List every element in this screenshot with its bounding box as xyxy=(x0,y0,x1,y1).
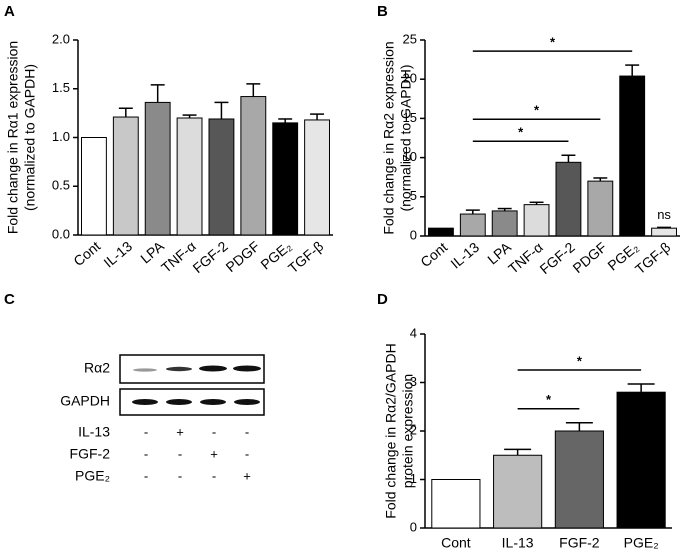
x-tick-label: FGF-2 xyxy=(189,238,230,276)
y-tick-label: 2.0 xyxy=(52,31,70,46)
y-axis-title: Fold change in Rα2/GAPDH xyxy=(383,343,399,518)
y-tick-label: 2 xyxy=(410,422,417,437)
bar xyxy=(112,116,139,236)
bar xyxy=(523,204,550,237)
significance-label: * xyxy=(518,125,524,140)
x-tick-label: IL-13 xyxy=(502,535,534,551)
condition-sign: - xyxy=(245,424,249,439)
x-tick-label: PGE₂ xyxy=(624,535,659,551)
bar xyxy=(272,122,299,236)
y-tick-label: 1.5 xyxy=(52,80,70,95)
condition-sign: + xyxy=(210,446,218,461)
y-tick-label: 1.0 xyxy=(52,129,70,144)
bar xyxy=(491,210,518,237)
condition-sign: - xyxy=(178,446,182,461)
band-label: Rα2 xyxy=(84,360,110,376)
y-tick-label: 1 xyxy=(410,471,417,486)
bar xyxy=(240,96,267,236)
y-tick-label: 0 xyxy=(410,227,417,242)
x-tick-label: TGF-β xyxy=(632,239,673,277)
bar xyxy=(493,454,543,529)
y-tick-label: 4 xyxy=(410,325,417,340)
significance-label: ns xyxy=(657,207,671,222)
blot-image xyxy=(119,354,265,416)
y-tick-label: 0.5 xyxy=(52,178,70,193)
bar xyxy=(431,479,481,529)
x-tick-label: IL-13 xyxy=(100,238,135,271)
condition-sign: - xyxy=(178,468,182,483)
x-tick-label: Cont xyxy=(70,238,103,269)
significance-label: * xyxy=(550,35,556,50)
bar xyxy=(587,180,614,237)
bar xyxy=(555,161,582,237)
y-tick-label: 15 xyxy=(403,110,417,125)
significance-label: * xyxy=(534,103,540,118)
bar xyxy=(616,391,666,529)
x-tick-label: FGF-2 xyxy=(536,239,577,277)
y-tick-label: 25 xyxy=(403,31,417,46)
y-tick-label: 0.0 xyxy=(52,226,70,241)
band-label: GAPDH xyxy=(60,393,110,409)
x-tick-label: FGF-2 xyxy=(559,535,600,551)
condition-label: FGF-2 xyxy=(70,446,111,462)
x-tick-label: Cont xyxy=(441,535,471,551)
panel-letter: B xyxy=(377,3,388,20)
condition-sign: - xyxy=(212,468,216,483)
condition-sign: + xyxy=(243,468,251,483)
y-tick-label: 20 xyxy=(403,71,417,86)
x-tick-label: TNF-α xyxy=(158,238,199,276)
condition-label: IL-13 xyxy=(78,424,110,440)
condition-sign: - xyxy=(144,424,148,439)
y-axis-title: Fold change in Rα2 expression xyxy=(381,41,397,234)
x-tick-label: Cont xyxy=(417,239,450,270)
y-axis-title: protein expression xyxy=(400,374,416,488)
bar xyxy=(81,137,107,236)
panel-letter: C xyxy=(4,291,15,308)
x-tick-label: TGF-β xyxy=(285,238,326,276)
y-axis-title: (normalized to GAPDH) xyxy=(398,64,414,211)
y-tick-label: 0 xyxy=(410,519,417,534)
condition-sign: - xyxy=(245,446,249,461)
bar xyxy=(459,213,486,237)
x-tick-label: IL-13 xyxy=(447,239,482,272)
condition-sign: + xyxy=(176,424,184,439)
condition-sign: - xyxy=(144,468,148,483)
y-axis-title: Fold change in Rα1 expression xyxy=(5,41,21,234)
condition-sign: - xyxy=(212,424,216,439)
condition-sign: - xyxy=(144,446,148,461)
condition-label: PGE₂ xyxy=(75,468,110,484)
y-tick-label: 10 xyxy=(403,149,417,164)
significance-label: * xyxy=(577,353,583,368)
bar xyxy=(651,227,677,237)
bar xyxy=(304,119,330,236)
x-tick-label: PDGF xyxy=(570,239,610,276)
bar xyxy=(554,430,604,529)
bar xyxy=(428,227,454,237)
y-tick-label: 3 xyxy=(410,374,417,389)
bar xyxy=(619,75,646,237)
bar xyxy=(144,101,171,236)
panel-letter: A xyxy=(4,3,15,20)
x-tick-label: TNF-α xyxy=(505,239,546,277)
significance-label: * xyxy=(546,392,552,407)
panel-letter: D xyxy=(377,291,388,308)
x-tick-label: PDGF xyxy=(223,238,263,275)
y-tick-label: 5 xyxy=(410,188,417,203)
bar xyxy=(176,117,203,236)
y-axis-title: (normalized to GAPDH) xyxy=(22,64,38,211)
bar xyxy=(208,118,235,236)
